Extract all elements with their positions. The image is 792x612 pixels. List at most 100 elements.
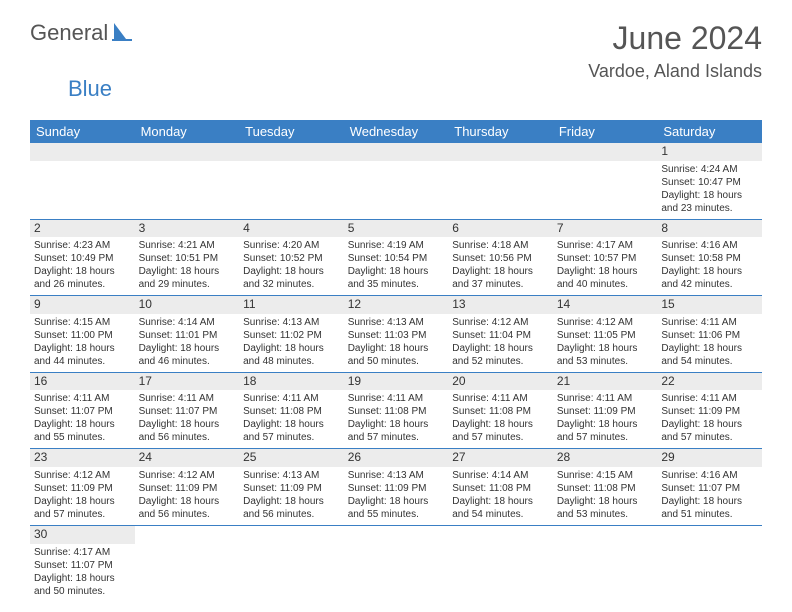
- sunset-line: Sunset: 11:08 PM: [452, 405, 549, 418]
- day-number: 11: [239, 296, 344, 314]
- day-number: 21: [553, 373, 658, 391]
- daylight-line: Daylight: 18 hours and 52 minutes.: [452, 342, 549, 368]
- day-number: 22: [657, 373, 762, 391]
- weekday-header: Thursday: [448, 120, 553, 143]
- sunrise-line: Sunrise: 4:19 AM: [348, 239, 445, 252]
- sunrise-line: Sunrise: 4:11 AM: [139, 392, 236, 405]
- daylight-line: Daylight: 18 hours and 29 minutes.: [139, 265, 236, 291]
- sunset-line: Sunset: 11:05 PM: [557, 329, 654, 342]
- calendar-cell: [135, 525, 240, 601]
- calendar-cell: 24Sunrise: 4:12 AMSunset: 11:09 PMDaylig…: [135, 449, 240, 526]
- calendar-cell: 29Sunrise: 4:16 AMSunset: 11:07 PMDaylig…: [657, 449, 762, 526]
- day-number: 20: [448, 373, 553, 391]
- day-number: 23: [30, 449, 135, 467]
- sunset-line: Sunset: 11:09 PM: [34, 482, 131, 495]
- daylight-line: Daylight: 18 hours and 56 minutes.: [139, 495, 236, 521]
- logo: General: [30, 20, 136, 46]
- sunset-line: Sunset: 11:08 PM: [452, 482, 549, 495]
- sunrise-line: Sunrise: 4:21 AM: [139, 239, 236, 252]
- calendar-cell: [344, 525, 449, 601]
- day-number: 4: [239, 220, 344, 238]
- calendar-cell: 3Sunrise: 4:21 AMSunset: 10:51 PMDayligh…: [135, 219, 240, 296]
- daylight-line: Daylight: 18 hours and 48 minutes.: [243, 342, 340, 368]
- sunset-line: Sunset: 11:09 PM: [243, 482, 340, 495]
- calendar-cell: 28Sunrise: 4:15 AMSunset: 11:08 PMDaylig…: [553, 449, 658, 526]
- sunrise-line: Sunrise: 4:16 AM: [661, 239, 758, 252]
- day-number: 29: [657, 449, 762, 467]
- sunrise-line: Sunrise: 4:18 AM: [452, 239, 549, 252]
- sunset-line: Sunset: 10:56 PM: [452, 252, 549, 265]
- sunrise-line: Sunrise: 4:17 AM: [557, 239, 654, 252]
- calendar-cell: 10Sunrise: 4:14 AMSunset: 11:01 PMDaylig…: [135, 296, 240, 373]
- calendar-cell: 4Sunrise: 4:20 AMSunset: 10:52 PMDayligh…: [239, 219, 344, 296]
- calendar-cell: 30 Sunrise: 4:17 AMSunset: 11:07 PMDaylig…: [30, 525, 135, 601]
- daylight-line: Daylight: 18 hours and 54 minutes.: [661, 342, 758, 368]
- daylight-line: Daylight: 18 hours and 57 minutes.: [557, 418, 654, 444]
- sunset-line: Sunset: 11:02 PM: [243, 329, 340, 342]
- day-number: 24: [135, 449, 240, 467]
- day-number: 17: [135, 373, 240, 391]
- weekday-header: Tuesday: [239, 120, 344, 143]
- sunset-line: Sunset: 10:47 PM: [661, 176, 758, 189]
- daylight-line: Daylight: 18 hours and 50 minutes.: [348, 342, 445, 368]
- sunrise-line: Sunrise: 4:11 AM: [557, 392, 654, 405]
- calendar-cell: 23Sunrise: 4:12 AMSunset: 11:09 PMDaylig…: [30, 449, 135, 526]
- calendar-cell: 9Sunrise: 4:15 AMSunset: 11:00 PMDayligh…: [30, 296, 135, 373]
- calendar-cell: 27Sunrise: 4:14 AMSunset: 11:08 PMDaylig…: [448, 449, 553, 526]
- calendar-cell: 8Sunrise: 4:16 AMSunset: 10:58 PMDayligh…: [657, 219, 762, 296]
- sunset-line: Sunset: 10:51 PM: [139, 252, 236, 265]
- daylight-line: Daylight: 18 hours and 57 minutes.: [661, 418, 758, 444]
- sunset-line: Sunset: 11:06 PM: [661, 329, 758, 342]
- sunset-line: Sunset: 11:09 PM: [139, 482, 236, 495]
- calendar-cell: [135, 143, 240, 219]
- day-number: 30: [30, 526, 135, 544]
- calendar-cell: 25Sunrise: 4:13 AMSunset: 11:09 PMDaylig…: [239, 449, 344, 526]
- sunset-line: Sunset: 10:58 PM: [661, 252, 758, 265]
- day-number: 16: [30, 373, 135, 391]
- sunset-line: Sunset: 11:09 PM: [557, 405, 654, 418]
- day-number: 5: [344, 220, 449, 238]
- sunrise-line: Sunrise: 4:11 AM: [661, 392, 758, 405]
- calendar-cell: 16Sunrise: 4:11 AMSunset: 11:07 PMDaylig…: [30, 372, 135, 449]
- sunset-line: Sunset: 10:49 PM: [34, 252, 131, 265]
- title-block: June 2024 Vardoe, Aland Islands: [588, 20, 762, 82]
- day-number: 1: [657, 143, 762, 161]
- sunrise-line: Sunrise: 4:12 AM: [452, 316, 549, 329]
- calendar-cell: 12Sunrise: 4:13 AMSunset: 11:03 PMDaylig…: [344, 296, 449, 373]
- day-number: 8: [657, 220, 762, 238]
- calendar-cell: 26Sunrise: 4:13 AMSunset: 11:09 PMDaylig…: [344, 449, 449, 526]
- daylight-line: Daylight: 18 hours and 50 minutes.: [34, 572, 131, 598]
- calendar-cell: 2Sunrise: 4:23 AMSunset: 10:49 PMDayligh…: [30, 219, 135, 296]
- daylight-line: Daylight: 18 hours and 57 minutes.: [452, 418, 549, 444]
- sunrise-line: Sunrise: 4:11 AM: [661, 316, 758, 329]
- header: General June 2024 Vardoe, Aland Islands: [30, 20, 762, 82]
- calendar-cell: 1Sunrise: 4:24 AMSunset: 10:47 PMDayligh…: [657, 143, 762, 219]
- sunrise-line: Sunrise: 4:11 AM: [243, 392, 340, 405]
- sunrise-line: Sunrise: 4:11 AM: [348, 392, 445, 405]
- sunrise-line: Sunrise: 4:11 AM: [452, 392, 549, 405]
- daylight-line: Daylight: 18 hours and 55 minutes.: [34, 418, 131, 444]
- day-number: 27: [448, 449, 553, 467]
- daylight-line: Daylight: 18 hours and 46 minutes.: [139, 342, 236, 368]
- sunset-line: Sunset: 10:54 PM: [348, 252, 445, 265]
- daylight-line: Daylight: 18 hours and 32 minutes.: [243, 265, 340, 291]
- day-number: 9: [30, 296, 135, 314]
- sunset-line: Sunset: 11:07 PM: [34, 405, 131, 418]
- day-number: 3: [135, 220, 240, 238]
- day-number: 28: [553, 449, 658, 467]
- day-number: 18: [239, 373, 344, 391]
- daylight-line: Daylight: 18 hours and 23 minutes.: [661, 189, 758, 215]
- calendar-cell: [239, 525, 344, 601]
- sunrise-line: Sunrise: 4:15 AM: [34, 316, 131, 329]
- month-title: June 2024: [588, 20, 762, 57]
- sunrise-line: Sunrise: 4:13 AM: [243, 469, 340, 482]
- calendar-cell: [448, 143, 553, 219]
- day-number: 7: [553, 220, 658, 238]
- sunrise-line: Sunrise: 4:17 AM: [34, 546, 131, 559]
- daylight-line: Daylight: 18 hours and 53 minutes.: [557, 495, 654, 521]
- daylight-line: Daylight: 18 hours and 57 minutes.: [348, 418, 445, 444]
- sunset-line: Sunset: 10:57 PM: [557, 252, 654, 265]
- sunset-line: Sunset: 11:07 PM: [139, 405, 236, 418]
- calendar-cell: [448, 525, 553, 601]
- sunset-line: Sunset: 11:07 PM: [34, 559, 131, 572]
